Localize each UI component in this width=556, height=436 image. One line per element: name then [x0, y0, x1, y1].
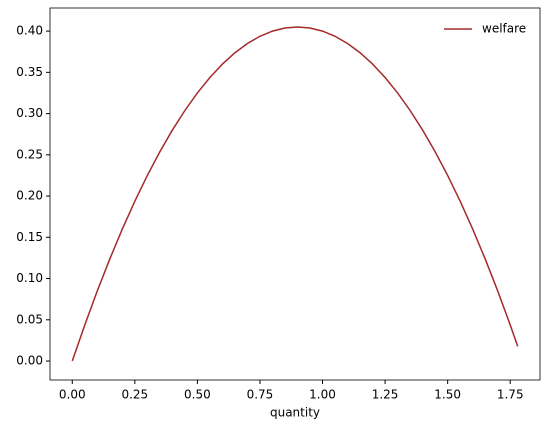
y-tick-label: 0.30 [16, 106, 43, 120]
y-tick-label: 0.40 [16, 24, 43, 38]
y-tick-label: 0.10 [16, 271, 43, 285]
x-tick-label: 0.00 [59, 388, 86, 402]
y-tick-label: 0.20 [16, 189, 43, 203]
x-axis-label: quantity [270, 406, 320, 420]
x-tick-label: 0.25 [121, 388, 148, 402]
line [71, 26, 519, 362]
x-tick-label: 0.50 [184, 388, 211, 402]
y-tick-label: 0.15 [16, 230, 43, 244]
x-tick-label: 0.75 [247, 388, 274, 402]
x-tick-label: 1.50 [434, 388, 461, 402]
legend-label: welfare [482, 22, 526, 36]
y-tick-label: 0.25 [16, 147, 43, 161]
x-tick-label: 1.75 [497, 388, 524, 402]
y-tick-label: 0.35 [16, 65, 43, 79]
y-tick-label: 0.00 [16, 354, 43, 368]
x-tick-label: 1.25 [372, 388, 399, 402]
x-tick-label: 1.00 [309, 388, 336, 402]
y-tick-label: 0.05 [16, 312, 43, 326]
axes-frame [49, 7, 541, 381]
